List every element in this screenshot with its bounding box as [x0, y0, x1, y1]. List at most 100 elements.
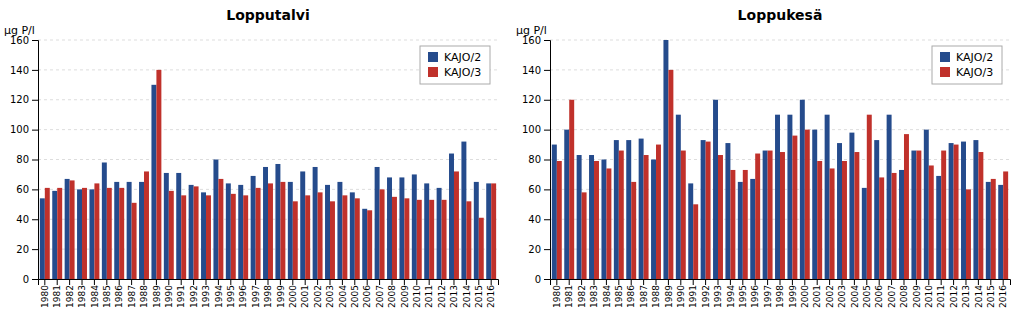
tick-mark	[792, 279, 793, 285]
bar	[681, 151, 686, 279]
tick-mark	[742, 279, 743, 285]
bar	[651, 160, 656, 280]
tick: 1993	[201, 279, 211, 308]
tick-label: 2008	[899, 285, 909, 308]
bar	[812, 130, 817, 279]
tick-label: 1991	[688, 285, 698, 308]
bar	[688, 183, 693, 279]
tick-mark	[243, 279, 244, 285]
tick-mark	[656, 279, 657, 285]
tick-label: 1984	[90, 285, 100, 308]
tick-mark	[755, 279, 756, 285]
tick-label: 2007	[375, 285, 385, 308]
tick: 2006	[362, 279, 372, 308]
tick-label: 2005	[862, 285, 872, 308]
bar	[743, 170, 748, 279]
tick-label: 2014	[974, 285, 984, 308]
tick: 1982	[577, 279, 587, 308]
tick-label: 1988	[651, 285, 661, 308]
bar	[787, 115, 792, 279]
tick-label: 1985	[614, 285, 624, 308]
bar	[825, 115, 830, 279]
bar	[750, 179, 755, 279]
tick-mark	[978, 279, 979, 285]
tick-label: 1989	[664, 285, 674, 308]
tick: 140	[522, 65, 550, 76]
bar	[231, 194, 236, 279]
tick: 2006	[874, 279, 884, 308]
tick: 100	[10, 124, 38, 135]
tick-label: 1994	[726, 285, 736, 308]
bar	[718, 155, 723, 279]
tick-mark	[941, 279, 942, 285]
tick-mark	[544, 249, 550, 250]
tick-label: 1987	[127, 285, 137, 308]
tick-mark	[916, 279, 917, 285]
tick-mark	[82, 279, 83, 285]
tick-mark	[32, 100, 38, 101]
tick-label: 1990	[676, 285, 686, 308]
tick: 2010	[412, 279, 422, 308]
bar	[305, 195, 310, 279]
tick: 1994	[214, 279, 224, 308]
bar	[119, 188, 124, 279]
bar	[342, 195, 347, 279]
tick-label: 1988	[139, 285, 149, 308]
legend-label: KAJO/3	[956, 66, 993, 79]
tick: 1999	[276, 279, 286, 308]
tick-label: 2015	[986, 285, 996, 308]
bar	[800, 100, 805, 279]
grid-line	[38, 99, 498, 100]
series	[557, 70, 1008, 279]
legend-item: KAJO/3	[428, 66, 481, 79]
bar	[780, 152, 785, 279]
bar	[929, 165, 934, 279]
tick: 1991	[176, 279, 186, 308]
tick-label: 2002	[313, 285, 323, 308]
bar	[954, 145, 959, 279]
tick-mark	[668, 279, 669, 285]
tick: 2014	[974, 279, 984, 308]
tick-label: 2001	[300, 285, 310, 308]
bar	[454, 171, 459, 279]
bar	[978, 152, 983, 279]
bar	[701, 140, 706, 279]
bar	[486, 183, 491, 279]
bar	[577, 155, 582, 279]
legend-label: KAJO/2	[444, 51, 481, 64]
tick-mark	[218, 279, 219, 285]
tick: 40	[16, 214, 38, 225]
tick: 20	[16, 244, 38, 255]
tick: 2010	[924, 279, 934, 308]
tick-mark	[594, 279, 595, 285]
tick-label: 1992	[189, 285, 199, 308]
tick: 2002	[825, 279, 835, 308]
bar	[879, 177, 884, 279]
tick-label: 1994	[214, 285, 224, 308]
bar	[936, 176, 941, 279]
tick: 80	[16, 154, 38, 165]
bar	[404, 198, 409, 279]
tick-label: 1981	[52, 285, 62, 308]
legend-item: KAJO/2	[428, 51, 481, 64]
tick-mark	[416, 279, 417, 285]
tick-mark	[730, 279, 731, 285]
tick: 120	[522, 94, 550, 105]
tick: 2015	[474, 279, 484, 308]
tick-label: 1983	[589, 285, 599, 308]
bar	[288, 182, 293, 279]
legend-frame	[932, 46, 1002, 84]
bar	[367, 210, 372, 279]
tick: 1999	[788, 279, 798, 308]
tick-label: 1984	[602, 285, 612, 308]
tick-label: 2000	[288, 285, 298, 308]
tick-mark	[144, 279, 145, 285]
tick-mark	[780, 279, 781, 285]
bar	[961, 142, 966, 279]
tick-mark	[367, 279, 368, 285]
bar	[437, 188, 442, 279]
bar	[442, 200, 447, 279]
figure: 0204060801001201401601980198119821983198…	[0, 0, 1024, 317]
tick-mark	[280, 279, 281, 285]
tick-mark	[705, 279, 706, 285]
